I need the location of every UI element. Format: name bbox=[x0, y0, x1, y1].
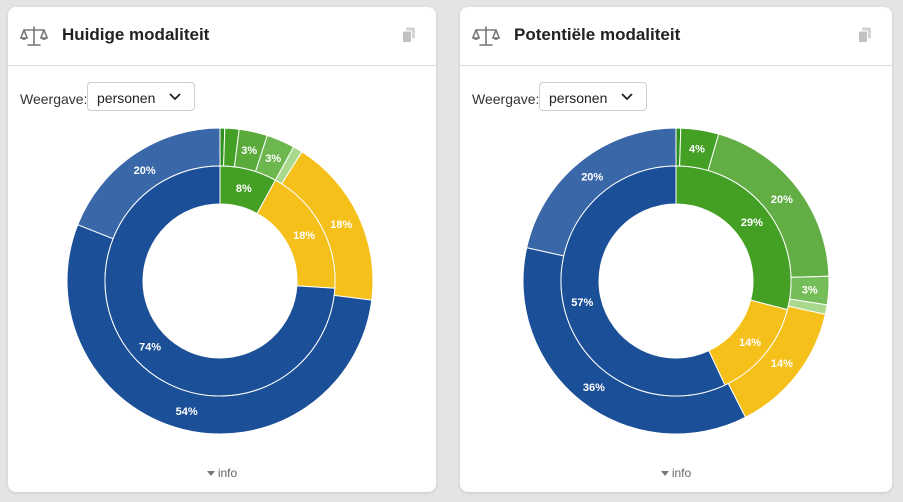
outer-ring-data-label: 54% bbox=[176, 406, 198, 418]
view-select-value: personen bbox=[549, 90, 608, 106]
info-toggle[interactable]: info bbox=[8, 466, 436, 480]
chevron-down-icon bbox=[621, 93, 633, 101]
outer-ring-data-label: 36% bbox=[583, 382, 605, 394]
outer-ring-data-label: 3% bbox=[241, 145, 257, 157]
outer-ring-data-label: 20% bbox=[134, 165, 156, 177]
outer-ring-data-label: 3% bbox=[265, 153, 281, 165]
chevron-down-icon bbox=[169, 93, 181, 101]
info-label: info bbox=[217, 466, 238, 480]
inner-ring-data-label: 18% bbox=[293, 230, 315, 242]
panel-title: Potentiële modaliteit bbox=[514, 25, 681, 44]
copy-icon[interactable] bbox=[402, 27, 416, 43]
scale-icon bbox=[20, 26, 48, 46]
inner-ring-data-label: 29% bbox=[741, 217, 763, 229]
outer-ring-data-label: 20% bbox=[771, 194, 793, 206]
info-label: info bbox=[671, 466, 692, 480]
outer-ring-slice[interactable] bbox=[522, 247, 747, 435]
view-label: Weergave: bbox=[472, 91, 540, 107]
copy-icon[interactable] bbox=[858, 27, 872, 43]
inner-ring-data-label: 14% bbox=[739, 337, 761, 349]
panel-potentiele-modaliteit: Potentiële modaliteit Weergave: personen… bbox=[460, 7, 892, 492]
inner-ring-data-label: 74% bbox=[139, 342, 161, 354]
info-toggle[interactable]: info bbox=[460, 466, 892, 480]
inner-ring-slice[interactable] bbox=[560, 165, 726, 397]
scale-icon bbox=[472, 26, 500, 46]
outer-ring-data-label: 14% bbox=[771, 358, 793, 370]
inner-ring-data-label: 57% bbox=[571, 297, 593, 309]
view-select[interactable]: personen bbox=[539, 82, 647, 111]
donut-chart: 4% 20% 3% 14% 36% 20% 29% 14% 57% bbox=[522, 127, 830, 435]
inner-ring-slice[interactable] bbox=[104, 165, 336, 397]
view-select[interactable]: personen bbox=[87, 82, 195, 111]
outer-ring-data-label: 18% bbox=[330, 219, 352, 231]
outer-ring-data-label: 20% bbox=[581, 171, 603, 183]
caret-down-icon bbox=[660, 471, 669, 477]
caret-down-icon bbox=[206, 471, 215, 477]
view-select-value: personen bbox=[97, 90, 156, 106]
panel-header: Huidige modaliteit bbox=[8, 7, 436, 66]
outer-ring-data-label: 3% bbox=[802, 284, 818, 296]
panel-huidige-modaliteit: Huidige modaliteit Weergave: personen 3%… bbox=[8, 7, 436, 492]
panel-title: Huidige modaliteit bbox=[62, 25, 210, 44]
outer-ring-data-label: 4% bbox=[689, 144, 705, 156]
view-label: Weergave: bbox=[20, 91, 88, 107]
panel-header: Potentiële modaliteit bbox=[460, 7, 892, 66]
donut-chart: 3% 3% 18% 54% 20% 8% 18% 74% bbox=[66, 127, 374, 435]
inner-ring-data-label: 8% bbox=[236, 183, 252, 195]
